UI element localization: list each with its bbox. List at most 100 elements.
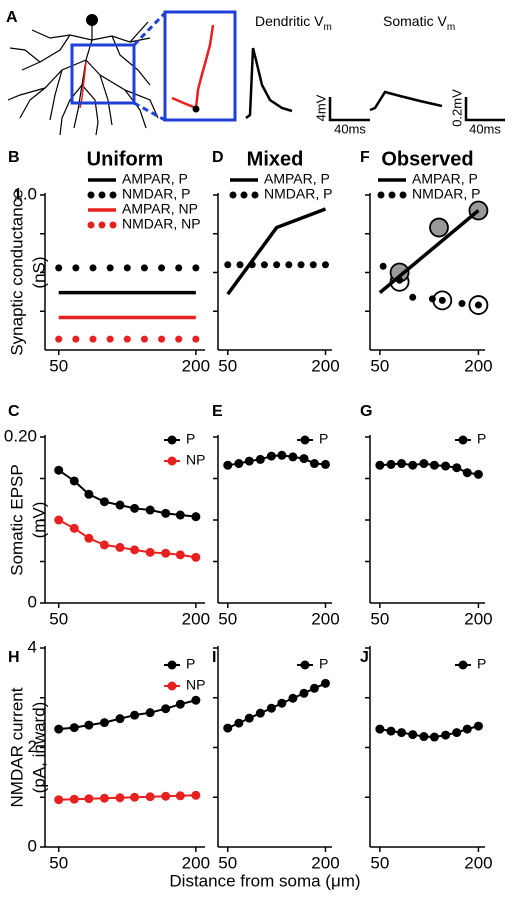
- zoom-lines: [132, 11, 167, 122]
- data-point: [175, 550, 185, 560]
- trace-title: Somatic Vm: [383, 13, 455, 33]
- data-point: [84, 794, 94, 804]
- legend-swatch: [167, 435, 177, 445]
- data-point: [255, 708, 265, 718]
- data-point: [452, 728, 462, 738]
- panel-letter: J: [360, 649, 369, 666]
- data-point: [175, 335, 183, 343]
- data-point: [419, 732, 429, 742]
- scale-bar: [464, 97, 505, 122]
- panel-letter: I: [212, 649, 216, 666]
- data-line: [227, 682, 326, 730]
- data-point: [429, 732, 439, 742]
- data-point: [161, 508, 171, 518]
- data-point: [375, 724, 385, 734]
- data-point: [309, 683, 319, 693]
- trace-title-sub: m: [323, 22, 331, 33]
- trace-title-text: Somatic V: [383, 13, 447, 29]
- data-point: [244, 456, 254, 466]
- data-point: [54, 465, 64, 475]
- scale-label: 0.2mV: [449, 89, 464, 127]
- data-point: [145, 792, 155, 802]
- inset-box: [163, 10, 237, 122]
- data-point: [277, 450, 287, 460]
- data-point: [69, 523, 79, 533]
- data-point: [462, 468, 472, 478]
- y-tick-label: 2: [28, 737, 37, 756]
- legend-label: NP: [186, 677, 205, 693]
- data-point: [473, 721, 483, 731]
- x-tick-label: 200: [182, 853, 210, 872]
- chart-title: Mixed: [247, 148, 304, 170]
- data-point: [288, 693, 298, 703]
- data-point: [473, 469, 483, 479]
- data-point: [69, 794, 79, 804]
- data-line: [379, 462, 479, 476]
- data-point: [396, 276, 404, 284]
- legend-label: P: [319, 656, 328, 672]
- data-point: [145, 505, 155, 515]
- data-point: [244, 713, 254, 723]
- legend-swatch: [399, 191, 407, 199]
- y-axis-label: (pA, inward): [29, 702, 48, 794]
- legend-swatch: [251, 191, 259, 199]
- data-point: [175, 791, 185, 801]
- data-point: [89, 264, 97, 272]
- legend-label: NMDAR, NP: [122, 216, 201, 232]
- data-line: [226, 207, 327, 296]
- legend-swatch: [388, 191, 396, 199]
- legend-label: P: [186, 656, 195, 672]
- legend-swatch: [300, 660, 310, 670]
- zoom-box: [70, 43, 136, 105]
- data-point: [84, 489, 94, 499]
- data-point: [175, 264, 183, 272]
- data-point: [84, 720, 94, 730]
- data-point: [130, 545, 140, 555]
- legend-swatch: [87, 191, 95, 199]
- x-tick-label: 200: [311, 356, 339, 375]
- data-point: [397, 459, 407, 469]
- legend-label: AMPAR, P: [412, 171, 478, 187]
- data-point: [452, 463, 462, 473]
- data-point: [84, 533, 94, 543]
- data-point: [99, 540, 109, 550]
- data-point: [69, 476, 79, 486]
- legend-swatch: [300, 435, 310, 445]
- data-point: [161, 704, 171, 714]
- data-point: [130, 710, 140, 720]
- data-circle: [429, 217, 449, 238]
- x-tick-label: 50: [370, 853, 389, 872]
- data-point: [140, 264, 148, 272]
- panel-letter: G: [360, 403, 372, 420]
- legend-swatch: [240, 191, 248, 199]
- data-point: [55, 264, 63, 272]
- data-point: [54, 795, 64, 805]
- data-point: [106, 335, 114, 343]
- dendritic-trace: [245, 47, 293, 119]
- legend-swatch: [109, 221, 117, 229]
- data-point: [223, 460, 233, 470]
- data-point: [266, 703, 276, 713]
- y-axis-label: (nS): [29, 256, 48, 288]
- data-point: [89, 335, 97, 343]
- trace-title-sub: m: [447, 22, 455, 33]
- data-line: [227, 454, 326, 467]
- legend-swatch: [87, 221, 95, 229]
- data-point: [99, 718, 109, 728]
- data-point: [145, 708, 155, 718]
- trace-title: Dendritic Vm: [255, 13, 332, 33]
- data-point: [429, 460, 439, 470]
- legend-label: NMDAR, P: [264, 186, 332, 202]
- x-tick-label: 50: [49, 356, 68, 375]
- data-point: [130, 503, 140, 513]
- x-tick-label: 50: [370, 609, 389, 628]
- data-point: [106, 264, 114, 272]
- scale-label: 4mV: [313, 94, 328, 121]
- legend-swatch: [98, 191, 106, 199]
- data-point: [408, 730, 418, 740]
- data-point: [285, 261, 293, 269]
- data-point: [397, 728, 407, 738]
- legend-label: NP: [186, 452, 205, 468]
- data-point: [123, 264, 131, 272]
